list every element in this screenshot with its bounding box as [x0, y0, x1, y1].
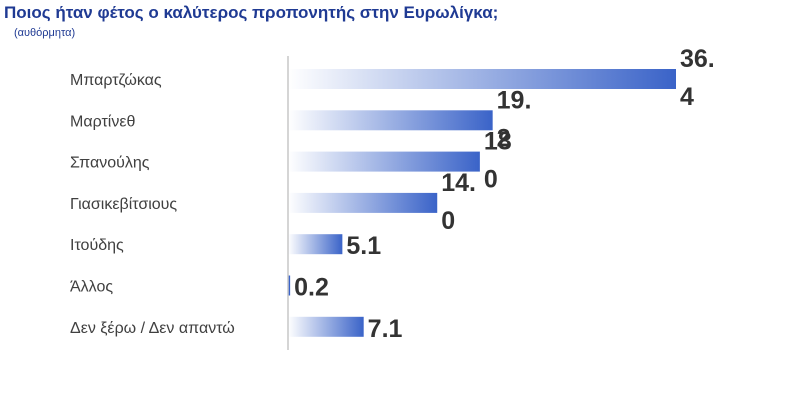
- chart-subtitle: (αυθόρμητα): [14, 27, 76, 39]
- category-label: Μαρτίνεθ: [70, 113, 135, 130]
- category-label: Ιτούδης: [70, 237, 124, 254]
- category-label: Μπαρτζώκας: [70, 72, 162, 89]
- bar: [288, 110, 493, 131]
- category-label: Σπανούλης: [70, 155, 150, 172]
- data-label: 36.: [680, 45, 715, 73]
- bar: [288, 234, 343, 255]
- data-label: 2: [497, 124, 511, 152]
- bar: [288, 151, 480, 172]
- category-label: Άλλος: [70, 279, 113, 296]
- category-label: Γιασικεβίτσιους: [70, 196, 177, 213]
- data-label: 14.: [441, 169, 476, 197]
- bar: [288, 316, 364, 337]
- chart-title: Ποιος ήταν φέτος ο καλύτερος προπονητής …: [4, 3, 499, 22]
- data-label: 0.2: [294, 274, 329, 302]
- data-label: 0: [484, 166, 498, 194]
- data-label: 19.: [497, 86, 532, 114]
- data-label: 4: [680, 83, 694, 111]
- data-label: 5.1: [346, 232, 381, 260]
- data-label: 18: [484, 128, 512, 156]
- bar: [288, 275, 291, 296]
- data-label: 0: [441, 207, 455, 235]
- bar: [288, 192, 438, 213]
- category-label: Δεν ξέρω / Δεν απαντώ: [70, 320, 235, 337]
- bar: [288, 69, 676, 89]
- data-label: 7.1: [368, 315, 403, 343]
